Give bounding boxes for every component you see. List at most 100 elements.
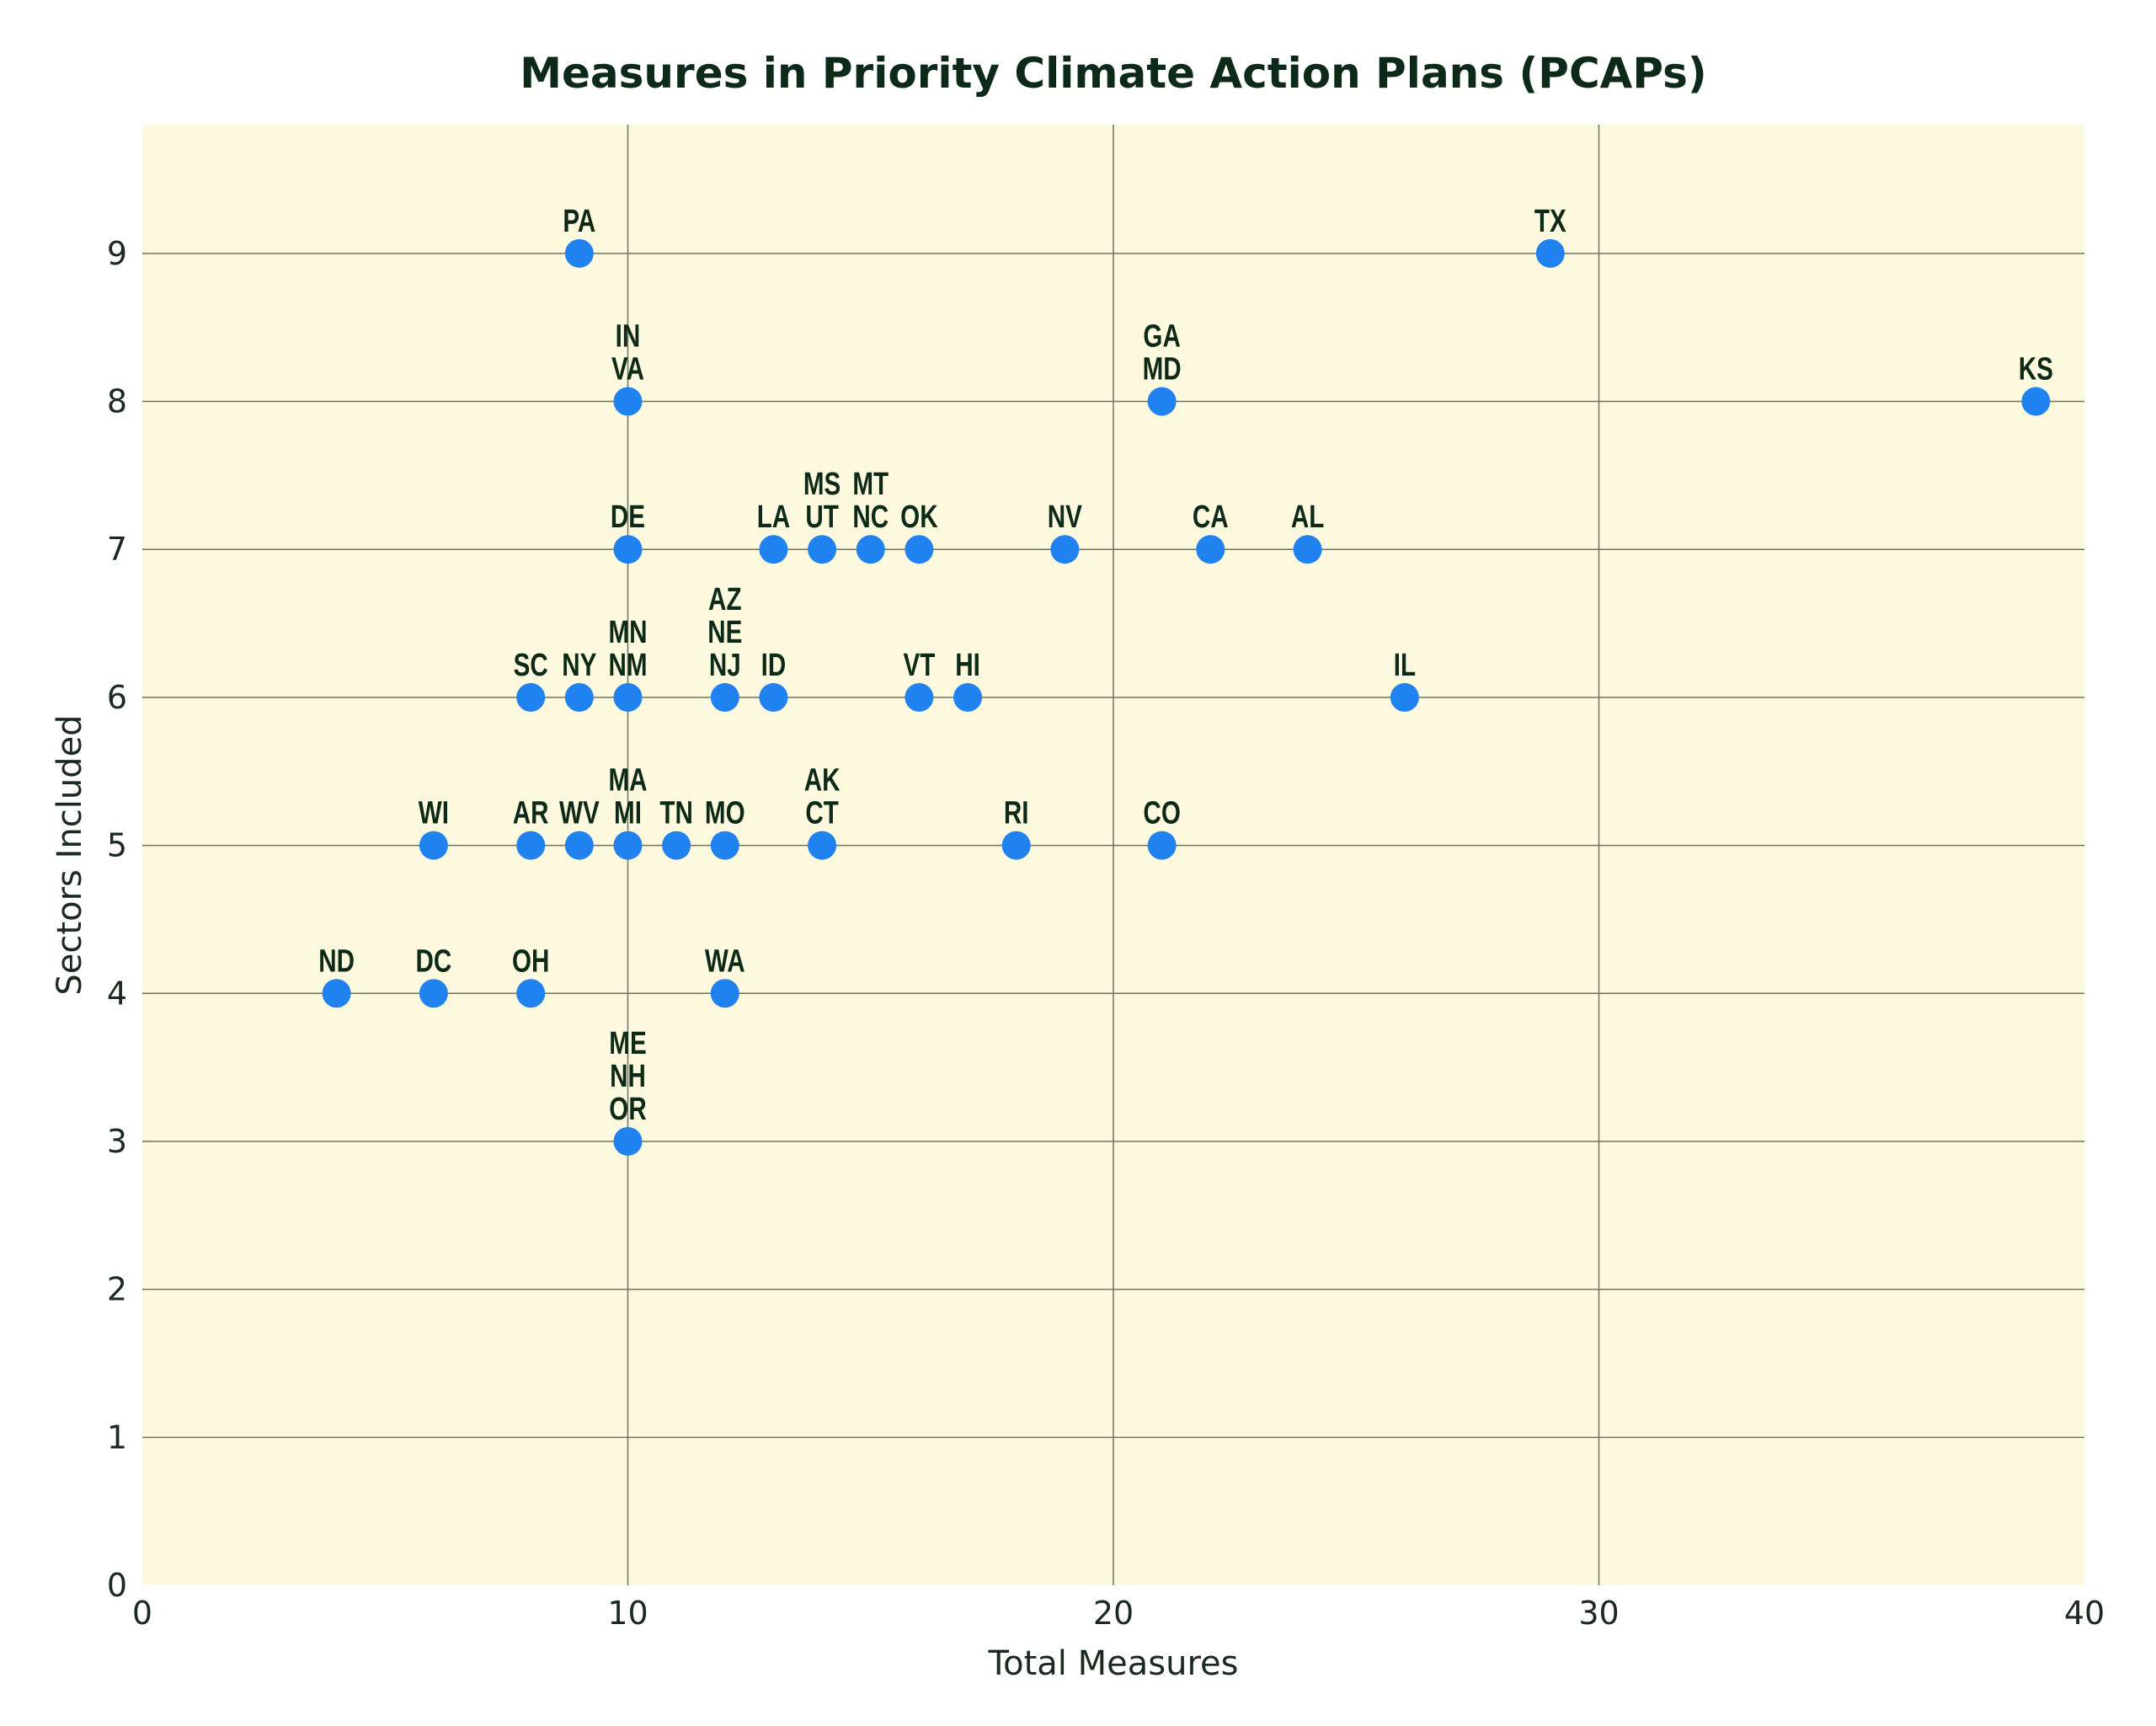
point-label: IL [1394,647,1416,682]
data-point-group: TX [1534,203,1566,268]
data-point [1050,535,1080,564]
point-label: CT [805,795,839,831]
data-point [516,682,546,712]
point-label: AK [804,762,841,798]
data-point [613,387,643,416]
data-point-group: SC [514,647,548,712]
data-point-group: ND [318,943,355,1008]
point-label: NM [608,647,647,682]
y-tick-label: 8 [107,383,127,420]
y-tick-label: 1 [107,1419,127,1456]
point-label: MO [705,795,745,831]
point-label: DC [416,943,452,979]
point-label: MS [803,467,841,502]
data-point [1147,387,1177,416]
point-label: NV [1048,500,1082,535]
y-tick-label: 5 [107,827,127,864]
point-label: NC [852,500,889,535]
point-label: VT [903,647,935,682]
point-label: MD [1143,351,1182,387]
x-axis-label: Total Measures [988,1644,1239,1683]
point-label: CO [1143,795,1180,831]
point-label: MA [608,762,647,798]
point-label: SC [514,647,548,682]
point-label: NH [610,1058,646,1093]
x-tick-label: 10 [607,1595,648,1632]
point-label: AL [1291,500,1324,535]
data-point [710,831,739,860]
data-point-group: OH [512,943,549,1008]
data-point [516,831,546,860]
data-point-group: WV [559,795,600,860]
point-label: VA [611,351,644,387]
data-point-group: AL [1291,500,1324,564]
data-point [953,682,983,712]
x-tick-label: 30 [1578,1595,1619,1632]
data-point-group: VT [903,647,935,712]
data-point [1196,535,1225,564]
data-point [808,831,837,860]
gridlines [142,125,2084,1585]
point-label: WI [419,795,449,831]
x-tick-label: 0 [132,1595,152,1632]
data-point-group: IL [1390,647,1419,712]
data-point [759,682,788,712]
point-label: PA [563,203,595,238]
data-point [1535,238,1565,268]
data-point-group: TN [659,795,693,860]
point-label: RI [1004,795,1029,831]
data-point [905,535,934,564]
data-point-group: CA [1193,500,1229,564]
y-axis-ticks: 0 1 2 3 4 5 6 7 8 9 [107,235,127,1604]
y-tick-label: 9 [107,235,127,272]
data-point [419,831,448,860]
data-point-group: WI [419,795,449,860]
data-point-group: RI [1001,795,1031,860]
point-label: NE [707,614,742,649]
data-point-group: AR [513,795,549,860]
y-tick-label: 4 [107,975,127,1012]
data-point [1390,682,1419,712]
point-label: ME [609,1025,646,1061]
y-tick-label: 6 [107,679,127,716]
data-point [662,831,691,860]
point-label: NY [562,647,596,682]
data-point-group: NV [1048,500,1082,564]
point-label: MN [608,614,647,649]
data-point [516,979,546,1008]
data-point [2021,387,2051,416]
point-label: NJ [709,647,741,682]
point-label: MT [852,467,889,502]
x-tick-label: 40 [2064,1595,2105,1632]
x-tick-label: 20 [1093,1595,1134,1632]
data-point [1293,535,1322,564]
data-point [564,238,594,268]
x-axis-ticks: 0 10 20 30 40 [132,1595,2105,1632]
data-point-group: LA [757,500,790,564]
point-label: CA [1193,500,1229,535]
data-point-group: PA [563,203,595,268]
point-label: ID [761,647,787,682]
data-point-group: KS [2019,351,2053,416]
data-point-group: DC [416,943,452,1008]
data-point [419,979,448,1008]
point-label: UT [805,500,839,535]
point-label: HI [955,647,980,682]
data-point [564,682,594,712]
data-point [710,682,739,712]
y-tick-label: 2 [107,1271,127,1308]
data-point [613,1126,643,1156]
data-point-group: OK [900,500,938,564]
point-label: OK [900,500,938,535]
point-label: DE [611,500,645,535]
point-label: LA [757,500,790,535]
data-point [564,831,594,860]
point-label: TX [1534,203,1566,238]
y-tick-label: 3 [107,1123,127,1160]
